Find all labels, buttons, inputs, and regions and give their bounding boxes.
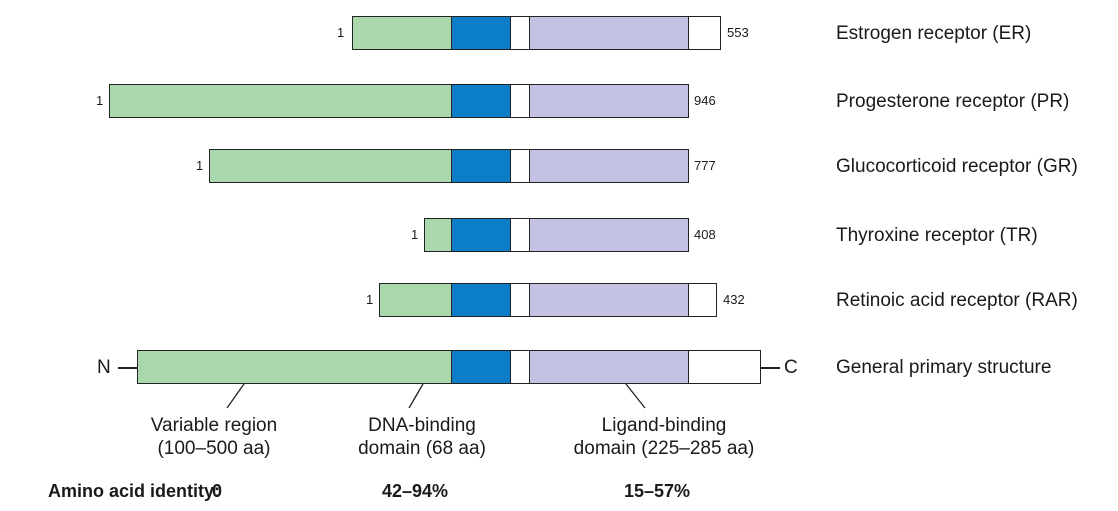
c-terminal-segment: [688, 283, 717, 317]
receptor-name: Glucocorticoid receptor (GR): [836, 156, 1078, 177]
end-residue-label: 432: [723, 292, 745, 307]
c-terminus-line: [760, 367, 780, 369]
dna-binding-caption: DNA-binding domain (68 aa): [358, 414, 486, 460]
dna-binding-segment: [451, 84, 511, 118]
c-terminal-segment: [688, 16, 721, 50]
c-terminal-segment: [688, 350, 761, 384]
n-terminus-line: [118, 367, 138, 369]
ligand-binding-segment: [529, 149, 689, 183]
start-residue-label: 1: [96, 93, 104, 108]
start-residue-label: 1: [366, 292, 374, 307]
dna-binding-segment: [451, 350, 511, 384]
receptor-name: Retinoic acid receptor (RAR): [836, 290, 1078, 311]
ligand-binding-segment: [529, 218, 689, 252]
variable-region-caption: Variable region (100–500 aa): [151, 414, 277, 460]
identity-ligand-value: 15–57%: [624, 481, 691, 501]
receptor-name: Progesterone receptor (PR): [836, 91, 1070, 112]
caption-line: Ligand-binding: [601, 415, 727, 436]
start-residue-label: 1: [196, 158, 204, 173]
end-residue-label: 946: [694, 93, 716, 108]
ligand-binding-caption: Ligand-binding domain (225–285 aa): [574, 414, 755, 460]
caption-line: DNA-binding: [368, 415, 476, 436]
dna-binding-segment: [451, 218, 511, 252]
ligand-binding-segment: [529, 84, 689, 118]
identity-dna-value: 42–94%: [382, 481, 449, 501]
end-residue-label: 408: [694, 227, 716, 242]
dna-leader-line: [408, 383, 424, 409]
end-residue-label: 553: [727, 25, 749, 40]
dna-binding-segment: [451, 16, 511, 50]
receptor-name: Estrogen receptor (ER): [836, 23, 1032, 44]
general-structure-name: General primary structure: [836, 357, 1052, 378]
identity-variable-value: 0: [212, 481, 223, 501]
c-terminus-label: C: [784, 357, 798, 378]
variable-region-segment: [352, 16, 452, 50]
ligand-binding-segment: [529, 283, 689, 317]
variable-region-segment: [137, 350, 452, 384]
ligand-binding-segment: [529, 16, 689, 50]
ligand-leader-line: [625, 383, 646, 409]
caption-line: Variable region: [150, 415, 278, 436]
start-residue-label: 1: [411, 227, 419, 242]
identity-label: Amino acid identity:: [47, 481, 220, 501]
variable-region-segment: [109, 84, 452, 118]
caption-line: (100–500 aa): [157, 438, 271, 459]
ligand-binding-segment: [529, 350, 689, 384]
end-residue-label: 777: [694, 158, 716, 173]
dna-binding-segment: [451, 149, 511, 183]
variable-region-segment: [379, 283, 452, 317]
variable-leader-line: [226, 383, 245, 409]
variable-region-segment: [424, 218, 452, 252]
caption-line: domain (68 aa): [358, 438, 486, 459]
n-terminus-label: N: [97, 357, 111, 378]
start-residue-label: 1: [337, 25, 345, 40]
caption-line: domain (225–285 aa): [573, 438, 755, 459]
receptor-name: Thyroxine receptor (TR): [836, 225, 1038, 246]
variable-region-segment: [209, 149, 452, 183]
dna-binding-segment: [451, 283, 511, 317]
